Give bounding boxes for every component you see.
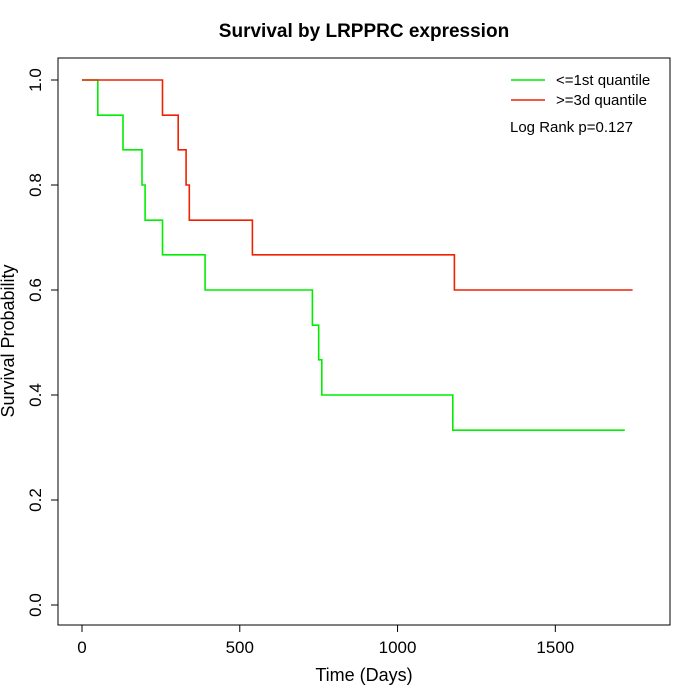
y-tick-label: 0.2 <box>26 488 45 512</box>
x-axis-label: Time (Days) <box>315 665 412 685</box>
legend-label: <=1st quantile <box>556 72 650 89</box>
log-rank-annotation: Log Rank p=0.127 <box>510 119 633 136</box>
plot-frame <box>57 57 671 626</box>
x-tick-label: 1500 <box>536 638 574 657</box>
y-axis-label: Survival Probability <box>0 264 18 417</box>
x-tick-label: 500 <box>226 638 254 657</box>
chart-title: Survival by LRPPRC expression <box>219 21 509 42</box>
x-tick-label: 1000 <box>379 638 417 657</box>
y-tick-label: 0.0 <box>26 593 45 617</box>
y-tick-label: 0.8 <box>26 173 45 197</box>
y-axis: 0.0 0.2 0.4 0.6 0.8 1.0 <box>26 68 59 617</box>
y-tick-label: 0.4 <box>26 383 45 407</box>
survival-curve-2 <box>82 79 633 291</box>
survival-curve-1 <box>82 79 625 432</box>
x-tick-label: 0 <box>77 638 86 657</box>
y-tick-label: 0.6 <box>26 278 45 302</box>
legend: <=1st quantile >=3d quantile <box>511 72 650 109</box>
legend-label: >=3d quantile <box>556 92 647 109</box>
series-layer <box>82 79 633 432</box>
y-tick-label: 1.0 <box>26 68 45 92</box>
x-axis: 0 500 1000 1500 <box>77 624 574 657</box>
